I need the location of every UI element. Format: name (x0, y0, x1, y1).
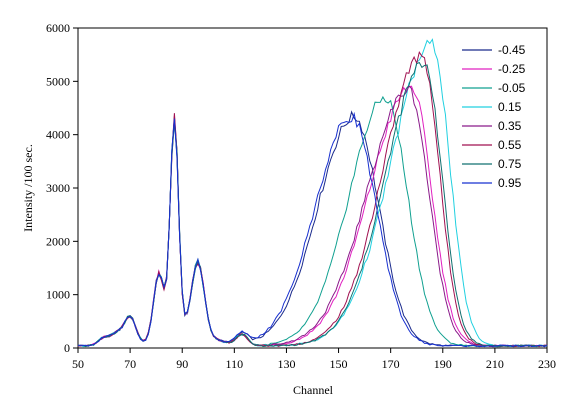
legend-label: -0.05 (498, 81, 526, 95)
legend: -0.45 -0.25 -0.05 0.15 0.35 0.55 0.75 0.95 (462, 43, 526, 190)
x-tick-label: 50 (72, 357, 84, 371)
y-tick-label: 6000 (46, 21, 70, 35)
plot-area (77, 27, 548, 349)
x-tick-label: 190 (434, 357, 452, 371)
y-tick-label: 1000 (46, 288, 70, 302)
x-tick-label: 170 (382, 357, 400, 371)
x-axis-title: Channel (293, 383, 334, 397)
y-tick-label: 3000 (46, 181, 70, 195)
x-tick-label: 130 (277, 357, 295, 371)
legend-label: 0.95 (498, 176, 522, 190)
x-tick-label: 90 (176, 357, 188, 371)
series-line (77, 111, 548, 348)
legend-label: -0.25 (498, 62, 526, 76)
y-tick-label: 5000 (46, 74, 70, 88)
y-tick-label: 0 (64, 341, 70, 355)
y-tick-label: 4000 (46, 128, 70, 142)
y-axis: 0 1000 2000 3000 4000 5000 6000 (46, 21, 78, 355)
x-tick-label: 70 (124, 357, 136, 371)
legend-label: 0.55 (498, 138, 522, 152)
legend-label: 0.35 (498, 119, 522, 133)
x-axis: 50 70 90 110 130 150 170 190 210 230 (72, 348, 556, 371)
x-tick-label: 150 (330, 357, 348, 371)
series-line (77, 84, 548, 348)
y-tick-label: 2000 (46, 234, 70, 248)
legend-label: -0.45 (498, 43, 526, 57)
x-tick-label: 230 (538, 357, 556, 371)
x-tick-label: 210 (486, 357, 504, 371)
legend-label: 0.15 (498, 100, 522, 114)
y-axis-title: Intensity /100 sec. (21, 144, 35, 232)
x-tick-label: 110 (226, 357, 244, 371)
legend-label: 0.75 (498, 157, 522, 171)
